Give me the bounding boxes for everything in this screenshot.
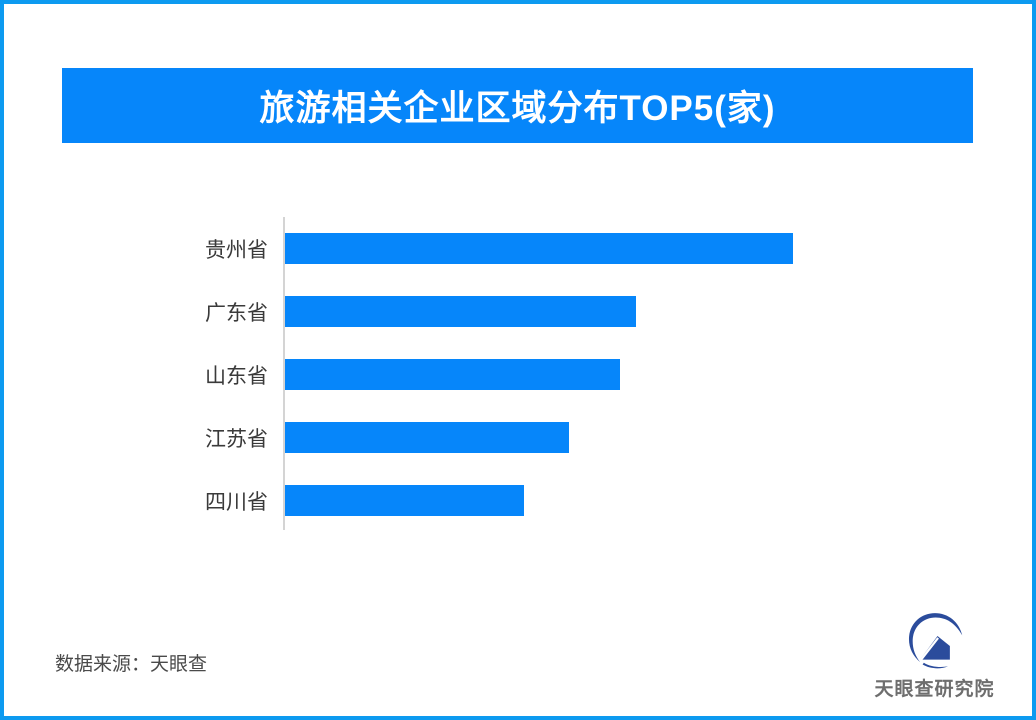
logo-text: 天眼查研究院 (874, 679, 995, 700)
y-axis-line (283, 217, 285, 530)
bar-row: 山东省 (4, 359, 1032, 390)
bar-row: 广东省 (4, 296, 1032, 327)
bar-label: 广东省 (205, 301, 268, 325)
data-source-note: 数据来源：天眼查 (55, 654, 208, 675)
bar (285, 233, 793, 264)
chart-title: 旅游相关企业区域分布TOP5(家) (259, 89, 776, 128)
bar-rows: 贵州省 广东省 山东省 江苏省 四川省 (4, 233, 1032, 548)
bar-label: 贵州省 (205, 238, 268, 262)
title-banner: 旅游相关企业区域分布TOP5(家) (62, 68, 973, 143)
bar-row: 贵州省 (4, 233, 1032, 264)
bar-label: 四川省 (205, 490, 268, 514)
logo-block: 天眼查研究院 (862, 610, 1007, 701)
tianyancha-logo-icon (908, 613, 962, 669)
bar-row: 四川省 (4, 485, 1032, 516)
bar (285, 485, 524, 516)
bar-label: 江苏省 (205, 427, 268, 451)
bar-row: 江苏省 (4, 422, 1032, 453)
bar (285, 422, 569, 453)
bar (285, 296, 636, 327)
bar-label: 山东省 (205, 364, 268, 388)
bar (285, 359, 620, 390)
